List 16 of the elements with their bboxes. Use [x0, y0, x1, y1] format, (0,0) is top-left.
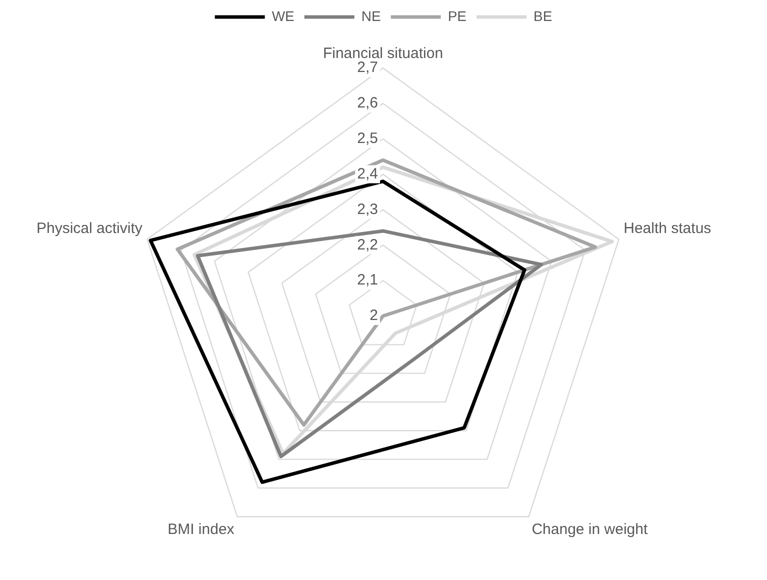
- spoke-label: Health status: [624, 220, 712, 237]
- y-tick-label: 2,3: [357, 200, 378, 218]
- legend-label: NE: [361, 8, 381, 24]
- y-tick-label: 2,1: [357, 272, 378, 289]
- y-tick-label: 2,5: [357, 130, 378, 147]
- y-tick-label: 2,2: [357, 236, 378, 254]
- y-tick-label: 2,6: [357, 94, 378, 112]
- spoke-label: Change in weight: [532, 520, 648, 538]
- legend-label: PE: [448, 8, 467, 24]
- y-tick-label: 2,7: [357, 59, 378, 76]
- y-tick-label: 2,4: [357, 165, 378, 182]
- spoke-label: BMI index: [168, 520, 235, 538]
- y-tick-label: 2: [370, 307, 378, 324]
- legend-label: BE: [534, 8, 552, 24]
- legend-label: WE: [272, 8, 294, 24]
- spoke-label: Physical activity: [36, 220, 143, 237]
